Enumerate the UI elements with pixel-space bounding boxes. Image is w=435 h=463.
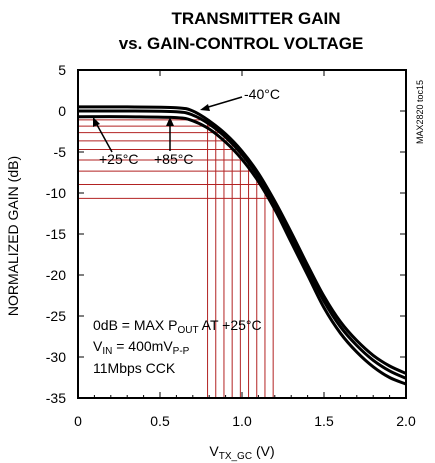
label-plus-85c: +85°C <box>154 151 193 167</box>
series-line-2 <box>77 115 407 386</box>
x-axis-label: VTX_GC (V) <box>209 443 274 462</box>
x-tick-label-0: 0 <box>74 413 82 429</box>
condition-line2: VIN = 400mVP-P <box>93 338 190 357</box>
condition-line1-sub: OUT <box>177 325 198 336</box>
condition-line1-post: AT +25°C <box>199 317 262 333</box>
chart-title-line2: vs. GAIN-CONTROL VOLTAGE <box>119 34 364 53</box>
arrowhead-plus-25c <box>93 117 100 127</box>
condition-line2-mid: = 400mV <box>112 338 173 354</box>
x-axis-label-main: V <box>209 443 219 459</box>
tick-labels: 5 0 -5 -10 -15 -20 -25 -30 -35 0 0.5 1.0 1.5 2.0 <box>46 62 416 429</box>
condition-line1: 0dB = MAX POUT AT +25°C <box>93 317 262 336</box>
figure-id: MAX2820 toc15 <box>415 80 425 144</box>
condition-line1-pre: 0dB = MAX P <box>93 317 177 333</box>
x-axis-label-unit: (V) <box>252 443 275 459</box>
y-tick-label-1: 0 <box>58 103 66 119</box>
x-tick-label-2: 1.0 <box>232 413 252 429</box>
arrow-plus-25c <box>95 122 113 153</box>
label-plus-25c: +25°C <box>99 151 138 167</box>
y-tick-label-8: -35 <box>46 390 66 406</box>
y-tick-label-0: 5 <box>58 62 66 78</box>
curves <box>77 105 407 386</box>
series-line-1 <box>77 109 407 380</box>
condition-line2-pre: V <box>93 338 103 354</box>
y-tick-label-7: -30 <box>46 349 66 365</box>
arrowhead-plus-85c <box>166 117 174 126</box>
condition-line3: 11Mbps CCK <box>93 360 176 376</box>
arrowhead-minus-40c <box>200 104 210 111</box>
series-line-0 <box>77 105 407 375</box>
x-tick-label-3: 1.5 <box>314 413 334 429</box>
arrow-minus-40c <box>204 96 243 109</box>
reference-lines <box>78 119 274 398</box>
y-tick-label-6: -25 <box>46 308 66 324</box>
x-tick-label-1: 0.5 <box>150 413 170 429</box>
chart-title-line1: TRANSMITTER GAIN <box>171 9 340 28</box>
condition-line2-sub1: IN <box>102 346 112 357</box>
x-tick-label-4: 2.0 <box>396 413 416 429</box>
y-tick-label-3: -10 <box>46 185 66 201</box>
y-axis-label: NORMALIZED GAIN (dB) <box>5 156 21 316</box>
x-axis-label-sub: TX_GC <box>219 451 252 462</box>
y-tick-label-2: -5 <box>54 144 67 160</box>
y-tick-label-4: -15 <box>46 226 66 242</box>
label-minus-40c: -40°C <box>244 86 280 102</box>
plot-frame <box>77 69 407 399</box>
condition-line2-sub2: P-P <box>173 346 190 357</box>
y-tick-label-5: -20 <box>46 267 66 283</box>
